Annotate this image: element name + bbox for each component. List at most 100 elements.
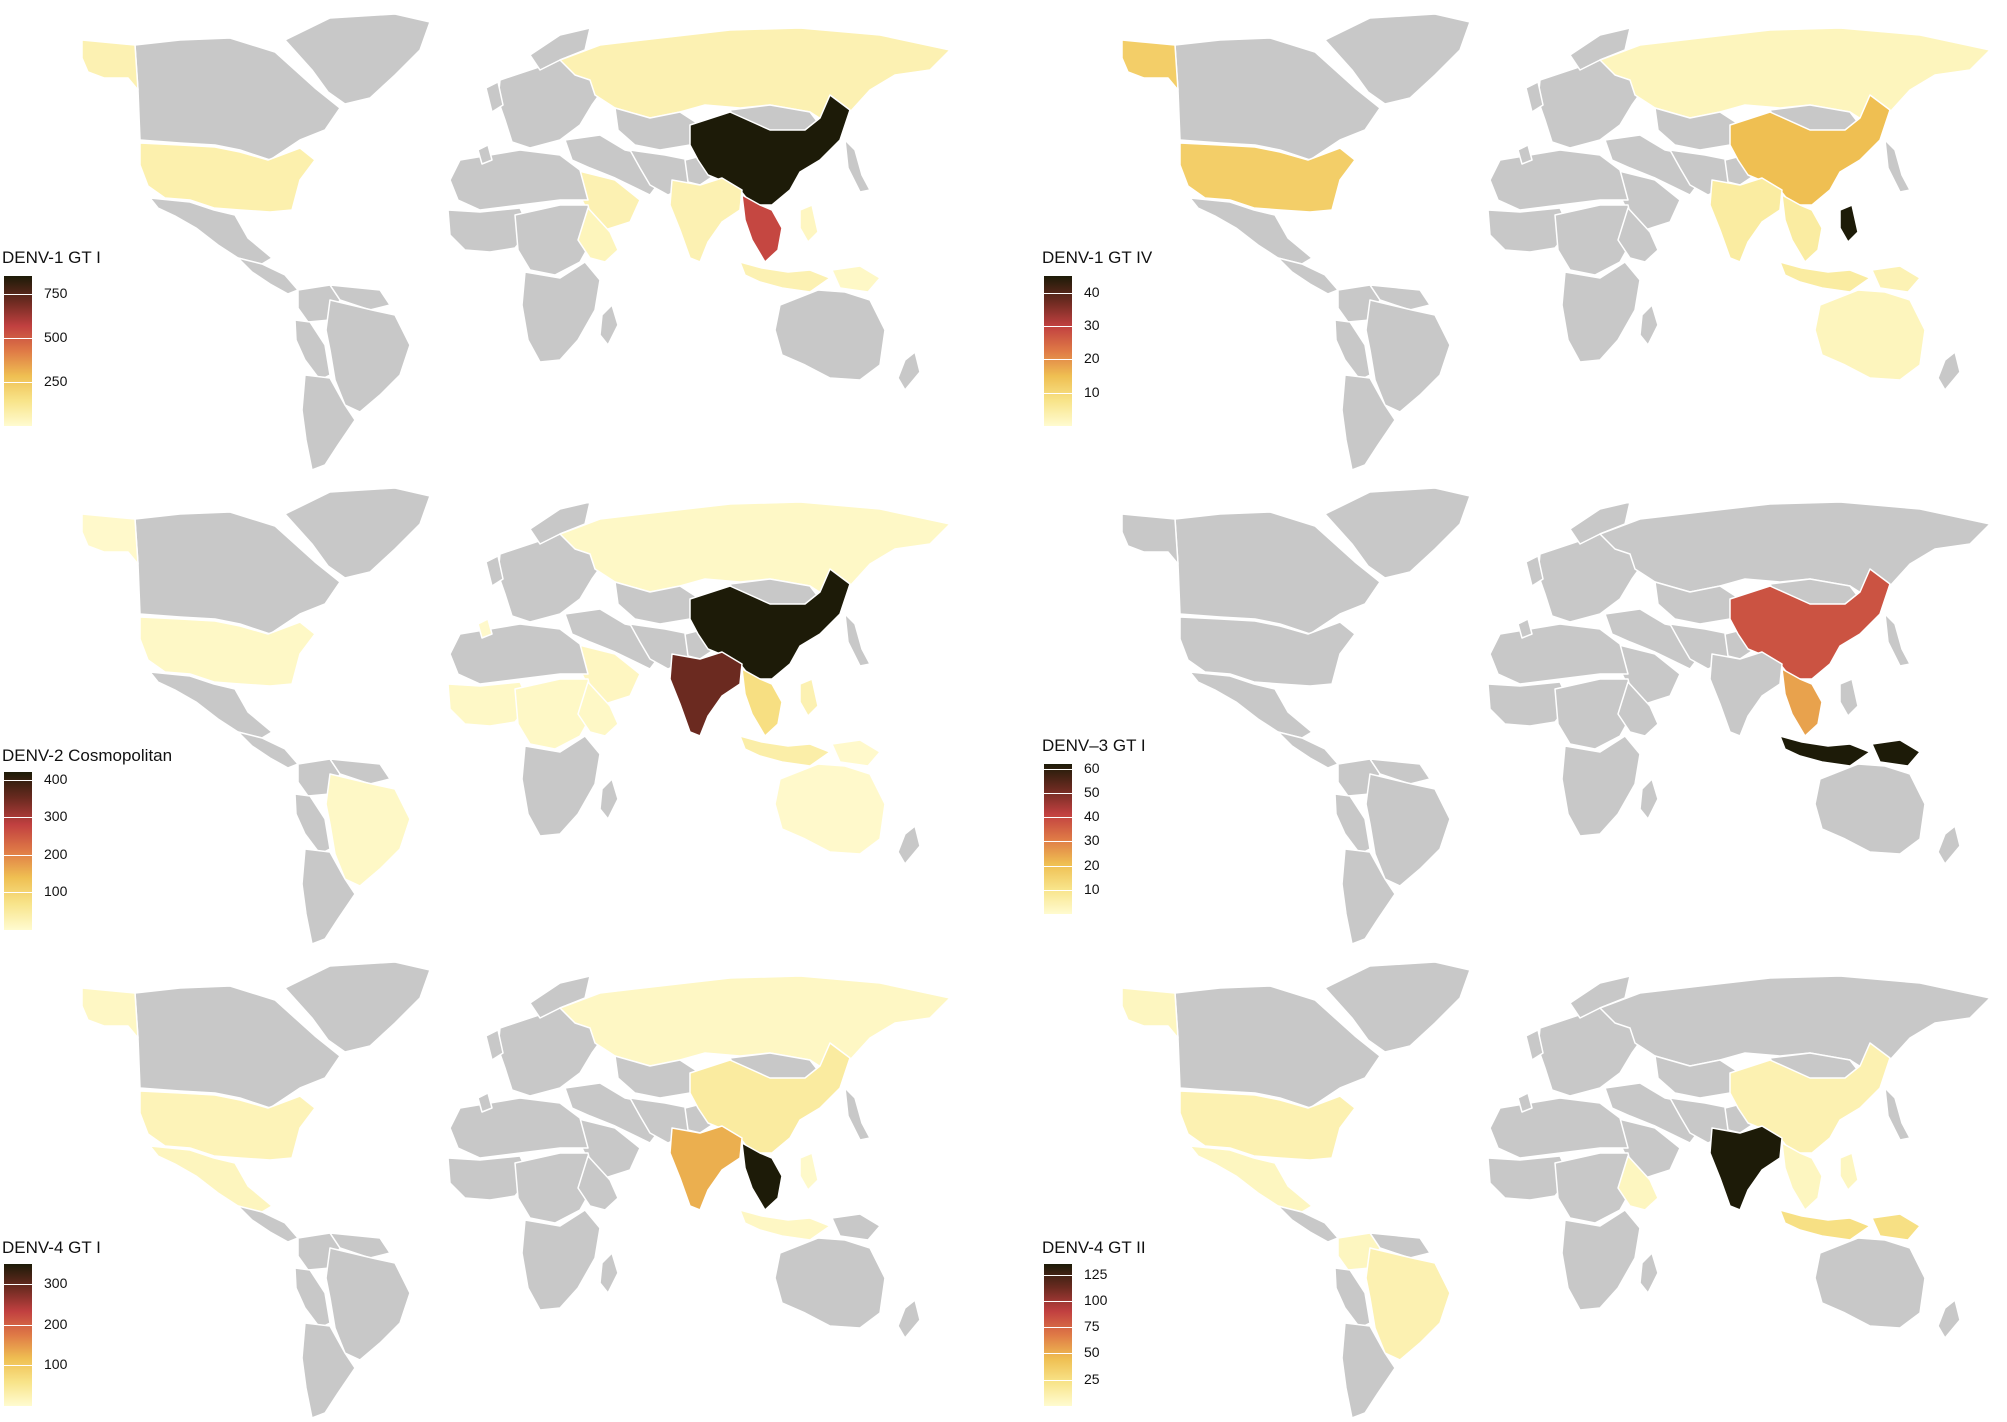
legend-title: DENV-4 GT I <box>2 1238 101 1257</box>
country-australia <box>1814 763 1926 855</box>
country-nz <box>897 351 921 391</box>
country-central-africa <box>1554 1152 1636 1224</box>
country-png <box>1871 265 1921 293</box>
legend-tick-mark <box>1044 817 1072 818</box>
legend-tick-label: 10 <box>1084 881 1100 897</box>
country-indonesia <box>739 261 831 293</box>
country-europe-spot <box>477 618 493 639</box>
country-southern-cone <box>301 1322 356 1419</box>
legend-tick-label: 30 <box>1084 832 1100 848</box>
world-map <box>1121 13 1991 471</box>
country-indonesia <box>739 735 831 767</box>
country-east-africa <box>1617 1155 1659 1211</box>
country-png <box>831 739 881 767</box>
country-mainland-sea <box>1781 668 1823 737</box>
country-nz <box>897 825 921 865</box>
country-greenland <box>1324 487 1471 579</box>
legend-tick-label: 500 <box>44 329 68 345</box>
legend-tick-label: 20 <box>1084 857 1100 873</box>
country-mainland-sea <box>741 1142 783 1211</box>
country-korea-japan <box>844 139 871 193</box>
country-uk <box>1525 555 1544 587</box>
country-europe-spot <box>1517 618 1533 639</box>
world-map <box>81 487 951 945</box>
legend-title: DENV-1 GT I <box>2 248 101 267</box>
country-canada <box>1174 985 1381 1109</box>
country-west-africa <box>447 681 531 727</box>
legend-tick-mark <box>1044 293 1072 294</box>
country-philippines <box>799 1152 819 1191</box>
country-australia <box>774 289 886 381</box>
legend-tick-mark <box>4 382 32 383</box>
legend-tick-label: 200 <box>44 1316 68 1332</box>
country-philippines <box>1839 204 1859 243</box>
world-map <box>81 13 951 471</box>
country-europe-spot <box>477 1092 493 1113</box>
country-central-america <box>237 257 299 295</box>
legend-title: DENV-1 GT IV <box>1042 248 1153 267</box>
map-panel-denv2-cosmo: DENV-2 Cosmopolitan 400 300 200 100 <box>0 474 1003 948</box>
legend-colorbar <box>1044 1264 1072 1406</box>
country-central-america <box>1277 1205 1339 1243</box>
country-australia <box>774 763 886 855</box>
country-nz <box>1937 351 1961 391</box>
country-canada <box>134 985 341 1109</box>
country-brazil <box>325 299 411 413</box>
country-madagascar <box>1639 1252 1659 1294</box>
country-canada <box>134 511 341 635</box>
legend-tick-mark <box>4 1365 32 1366</box>
legend-tick-label: 40 <box>1084 284 1100 300</box>
legend-tick-mark <box>4 1284 32 1285</box>
country-mainland-sea <box>741 668 783 737</box>
country-india <box>669 651 743 737</box>
legend-colorbar <box>4 1264 32 1406</box>
legend-tick-mark <box>1044 393 1072 394</box>
legend-colorbar <box>4 276 32 426</box>
country-west-africa <box>1487 207 1571 253</box>
country-greenland <box>284 13 431 105</box>
country-uk <box>485 555 504 587</box>
legend-tick-label: 50 <box>1084 1344 1100 1360</box>
country-alaska <box>81 987 139 1039</box>
country-brazil <box>325 1247 411 1361</box>
country-nz <box>897 1299 921 1339</box>
legend-tick-label: 300 <box>44 808 68 824</box>
legend-tick-mark <box>4 817 32 818</box>
country-uk <box>1525 81 1544 113</box>
country-east-africa <box>1617 207 1659 263</box>
country-brazil <box>1365 773 1451 887</box>
country-australia <box>1814 289 1926 381</box>
country-central-africa <box>514 204 596 276</box>
country-europe-spot <box>477 144 493 165</box>
country-north-africa <box>449 149 589 211</box>
country-philippines <box>799 204 819 243</box>
country-australia <box>1814 1237 1926 1329</box>
country-canada <box>1174 511 1381 635</box>
legend-title: DENV–3 GT I <box>1042 736 1146 755</box>
country-png <box>1871 739 1921 767</box>
country-peru <box>1334 1267 1371 1329</box>
country-peru <box>294 319 331 381</box>
country-india <box>1709 651 1783 737</box>
country-alaska <box>1121 513 1179 565</box>
legend-tick-mark <box>4 294 32 295</box>
country-canada <box>134 37 341 161</box>
country-korea-japan <box>1884 613 1911 667</box>
country-peru <box>1334 793 1371 855</box>
country-south-america-n <box>329 284 391 311</box>
country-china <box>1729 94 1891 206</box>
country-west-africa <box>447 207 531 253</box>
country-nz <box>1937 825 1961 865</box>
country-philippines <box>1839 678 1859 717</box>
legend-tick-label: 750 <box>44 285 68 301</box>
country-india <box>1709 1125 1783 1211</box>
country-greenland <box>1324 13 1471 105</box>
country-china <box>1729 568 1891 680</box>
legend-title: DENV-4 GT II <box>1042 1238 1146 1257</box>
map-panel-denv3-gti: DENV–3 GT I 60 50 40 30 20 10 <box>1040 474 2007 948</box>
legend-tick-mark <box>1044 1353 1072 1354</box>
country-korea-japan <box>844 613 871 667</box>
legend-tick-mark <box>4 780 32 781</box>
country-madagascar <box>1639 304 1659 346</box>
map-panel-denv1-gti: DENV-1 GT I 750 500 250 <box>0 0 1003 474</box>
